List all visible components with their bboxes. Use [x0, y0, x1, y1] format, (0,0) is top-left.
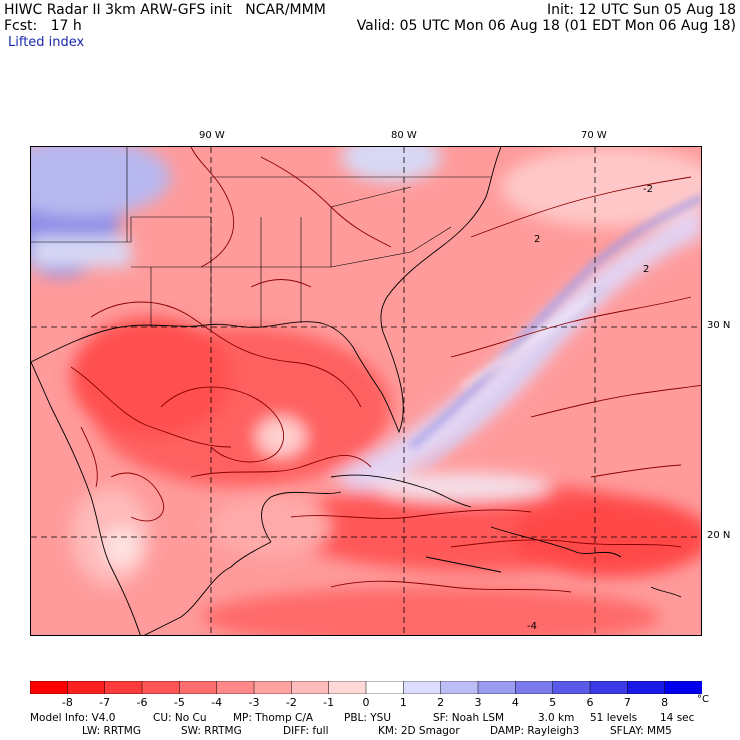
contour-label: 2: [534, 234, 540, 245]
model-title: HIWC Radar II 3km ARW-GFS init NCAR/MMM: [4, 2, 326, 18]
shortwave-scheme: SW: RRTMG: [181, 725, 242, 737]
colorbar-swatch: [328, 681, 367, 694]
damping: DAMP: Rayleigh3: [490, 725, 580, 737]
forecast-hour: Fcst: 17 h: [4, 18, 82, 34]
colorbar-tick-label: -1: [323, 696, 335, 709]
stable-streaks: [409, 194, 701, 467]
colorbar-swatch: [30, 681, 69, 694]
field-name: Lifted index: [8, 35, 85, 50]
colorbar-tick-label: -3: [248, 696, 260, 709]
model-info: Model Info: V4.0: [30, 712, 116, 724]
init-time: Init: 12 UTC Sun 05 Aug 18: [547, 2, 736, 18]
contour-label: -2: [643, 184, 653, 195]
colorbar-swatch: [365, 681, 405, 694]
colorbar-swatch: [664, 681, 702, 694]
colorbar-swatch: [141, 681, 181, 694]
colorbar-swatch: [440, 681, 479, 694]
colorbar-tick-label: -8: [61, 696, 73, 709]
state-borders: [31, 147, 491, 327]
microphysics-scheme: MP: Thomp C/A: [233, 712, 314, 724]
colorbar-tick-label: -4: [211, 696, 223, 709]
colorbar-tick-label: 2: [437, 696, 445, 709]
colorbar-swatch: [627, 681, 666, 694]
colorbar-tick-label: -2: [285, 696, 297, 709]
diffusion: DIFF: full: [283, 725, 329, 737]
lat-label-20n: 20 N: [707, 530, 731, 541]
colorbar-tick-label: 8: [661, 696, 669, 709]
colorbar-tick-label: 1: [399, 696, 407, 709]
colorbar-swatch: [253, 681, 293, 694]
grid-spacing: 3.0 km: [538, 712, 575, 724]
colorbar-tick-label: -5: [173, 696, 185, 709]
colorbar: [30, 681, 702, 694]
colorbar-unit: °C: [697, 694, 709, 705]
lon-label-90w: 90 W: [199, 130, 225, 141]
surface-scheme: SF: Noah LSM: [433, 712, 505, 724]
contours: [70, 147, 701, 593]
pbl-scheme: PBL: YSU: [344, 712, 392, 724]
lon-label-80w: 80 W: [391, 130, 417, 141]
colorbar-tick-label: -6: [136, 696, 148, 709]
lat-label-30n: 30 N: [707, 320, 731, 331]
surface-layer: SFLAY: MM5: [610, 725, 672, 737]
colorbar-tick-label: 0: [362, 696, 370, 709]
longwave-scheme: LW: RRTMG: [82, 725, 141, 737]
coastlines: [31, 147, 682, 635]
colorbar-swatch: [291, 681, 330, 694]
colorbar-tick-label: 6: [586, 696, 594, 709]
km-option: KM: 2D Smagor: [378, 725, 460, 737]
lifted-index-map: -2 2 2 -4: [30, 146, 702, 636]
colorbar-tick-label: 3: [474, 696, 482, 709]
colorbar-swatch: [477, 681, 517, 694]
valid-time: Valid: 05 UTC Mon 06 Aug 18 (01 EDT Mon …: [356, 18, 736, 34]
colorbar-tick-label: -7: [99, 696, 111, 709]
colorbar-swatch: [216, 681, 255, 694]
colorbar-swatch: [67, 681, 106, 694]
colorbar-swatch: [552, 681, 591, 694]
contour-label: -4: [527, 621, 537, 632]
colorbar-swatch: [104, 681, 143, 694]
colorbar-tick-label: 4: [511, 696, 519, 709]
colorbar-swatch: [403, 681, 442, 694]
colorbar-swatch: [179, 681, 218, 694]
vertical-levels: 51 levels: [590, 712, 638, 724]
colorbar-tick-label: 5: [549, 696, 557, 709]
time-step: 14 sec: [660, 712, 695, 724]
contour-label: 2: [643, 264, 649, 275]
colorbar-swatch: [515, 681, 554, 694]
cumulus-scheme: CU: No Cu: [153, 712, 207, 724]
colorbar-tick-label: 7: [623, 696, 631, 709]
colorbar-swatch: [589, 681, 629, 694]
lon-label-70w: 70 W: [581, 130, 607, 141]
